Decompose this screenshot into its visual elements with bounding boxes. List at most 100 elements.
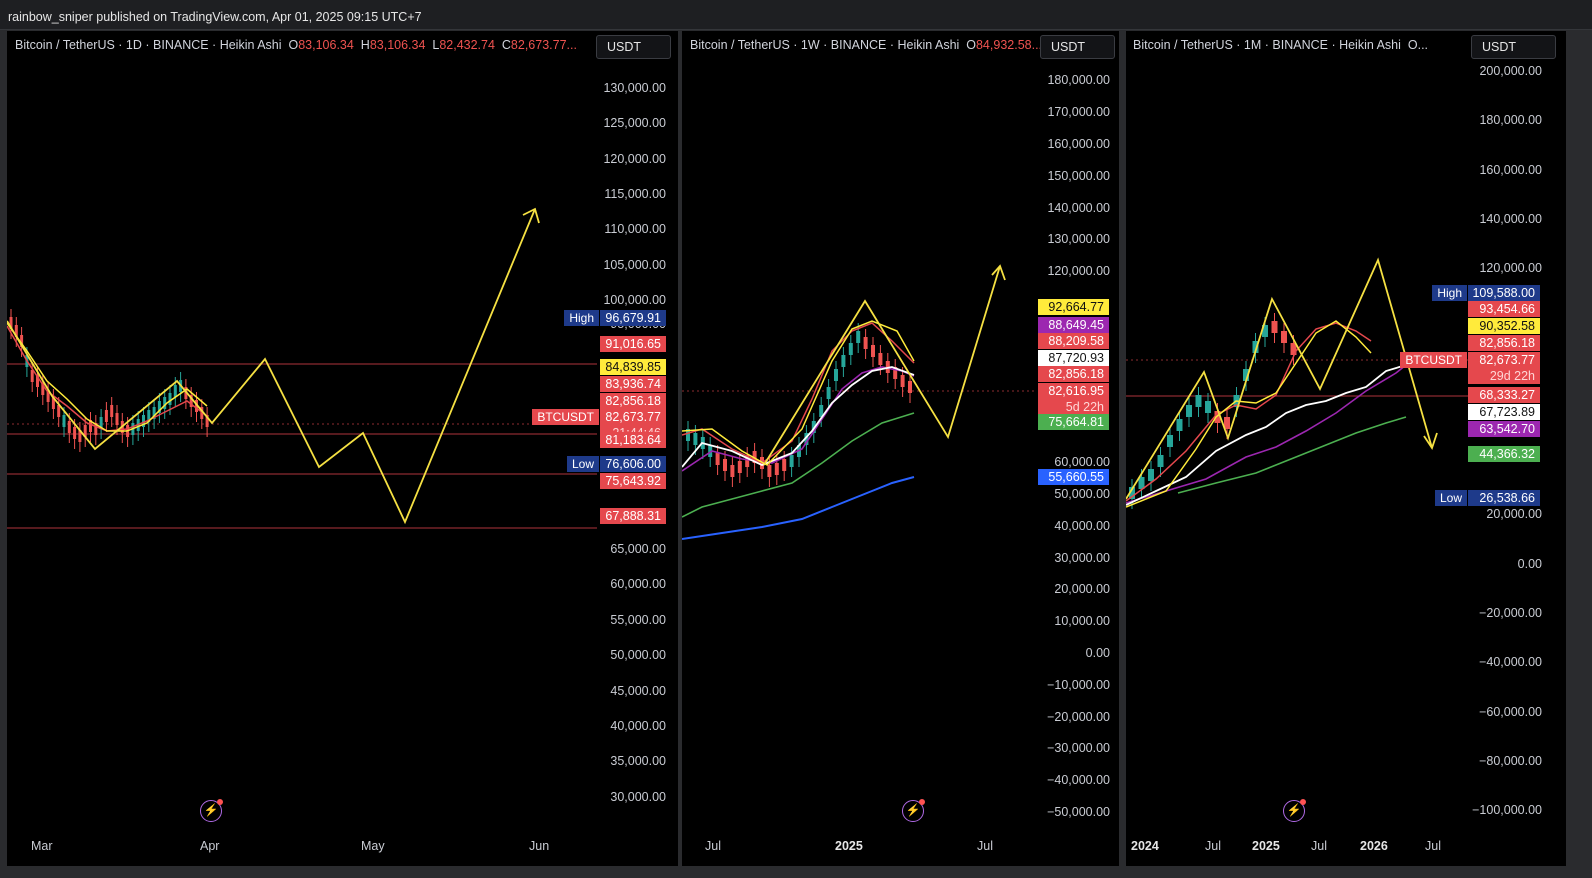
price-axis-label: 200,000.00 [1479,64,1542,78]
low-key: L [432,38,440,52]
lightning-icon[interactable]: ⚡ [902,799,925,822]
price-tag: 82,673.77 29d 22h [1468,352,1540,384]
price-tag-value: 82,673.77 [605,410,661,424]
high-key: H [360,38,370,52]
price-axis-label: 55,000.00 [610,613,666,627]
candle-body [1290,343,1297,355]
price-axis-label: −40,000.00 [1047,773,1110,787]
price-tag: 55,660.55 [1038,469,1109,485]
candle-body [1195,395,1202,407]
candle-body [774,463,779,475]
candle-body [863,337,868,349]
price-axis-label: 125,000.00 [603,116,666,130]
price-axis-label: 110,000.00 [604,222,666,236]
candle-body [782,459,787,471]
chart-pane-monthly[interactable]: Bitcoin / TetherUS · 1M · BINANCE · Heik… [1126,31,1566,866]
candle-body [189,395,193,407]
candle-body [1129,487,1135,499]
candle-body [1243,369,1249,381]
time-axis-label: Jul [705,839,721,853]
price-axis-label: 160,000.00 [1479,163,1542,177]
publish-header: rainbow_sniper published on TradingView.… [0,0,1592,30]
candle-body [819,405,824,417]
price-axis-label: 60,000.00 [1054,455,1110,469]
price-tag-label: Low [566,456,599,472]
close-value: 82,673.77... [510,38,577,52]
time-axis-label: 2024 [1131,839,1159,853]
lightning-icon[interactable]: ⚡ [1283,799,1306,822]
price-axis-label: 160,000.00 [1047,137,1110,151]
price-tag: 82,616.95 5d 22h [1038,383,1109,415]
currency-button[interactable]: USDT [1040,35,1115,59]
candle-body [30,370,34,382]
projection-arrowhead [1423,432,1438,451]
candle-body [163,397,167,409]
chart-pane-weekly[interactable]: Bitcoin / TetherUS · 1W · BINANCE · Heik… [682,31,1119,866]
candle-body [57,405,61,417]
price-axis-label: −40,000.00 [1479,655,1542,669]
moving-average-yellow [1126,320,1372,508]
price-axis-label: 0.00 [1085,646,1110,660]
price-axis-label: 50,000.00 [610,648,666,662]
time-axis-label: Mar [31,839,53,853]
projection-path [1126,257,1433,500]
price-tag: 75,664.81 [1038,414,1109,430]
price-tag-label: Low [1434,490,1467,506]
candle-body [1176,419,1183,431]
candle-body [1281,331,1287,343]
price-axis-label: 20,000.00 [1486,507,1542,521]
currency-button[interactable]: USDT [596,35,671,59]
price-axis-label: −60,000.00 [1479,705,1542,719]
candle-body [737,461,742,473]
daily-chart-canvas[interactable] [7,31,678,866]
candle-body [36,375,39,387]
candle-body [900,375,905,387]
price-axis-label: 100,000.00 [603,293,666,307]
time-axis-label: Jun [529,839,550,853]
time-axis-label: Jul [1425,839,1441,853]
price-axis-label: −10,000.00 [1047,678,1110,692]
candle-body [168,393,172,405]
price-tag-label: BTCUSDT [1400,352,1467,368]
price-axis-label: −50,000.00 [1047,805,1110,819]
chart-title: Bitcoin / TetherUS · 1D · BINANCE · Heik… [15,38,577,52]
price-tag: 88,649.45 [1038,317,1109,333]
weekly-chart-canvas[interactable] [682,31,1119,866]
candle-body [848,343,853,355]
chart-pane-daily[interactable]: Bitcoin / TetherUS · 1D · BINANCE · Heik… [7,31,678,866]
candle-body [1224,417,1230,429]
price-tag-label: High [564,310,599,326]
price-axis-label: 115,000.00 [604,187,666,201]
moving-average-yellow [7,322,208,432]
candle-body [41,383,45,395]
candle-body [78,430,82,442]
currency-button[interactable]: USDT [1471,35,1556,59]
price-tag: 93,454.66 [1468,301,1540,317]
candle-body [110,405,114,417]
price-tag: 82,856.18 [1468,335,1540,351]
price-axis-label: −80,000.00 [1479,754,1542,768]
candle-body [115,413,119,425]
candle-body [99,417,103,429]
price-tag: 88,209.58 [1038,333,1109,349]
price-axis-label: 40,000.00 [610,719,666,733]
candle-body [83,425,87,437]
price-tag: 67,723.89 [1468,404,1540,420]
price-axis-label: 140,000.00 [1479,212,1542,226]
candle-body [1138,477,1145,489]
candle-body [62,415,66,427]
moving-average-green [1177,416,1407,494]
time-axis-label: 2026 [1360,839,1388,853]
price-tag: 84,839.85 [600,359,666,375]
support-resistance-lines [7,363,597,529]
lightning-icon[interactable]: ⚡ [200,799,223,822]
candle-body [14,325,18,337]
candle-body [9,317,13,329]
price-axis-label: 180,000.00 [1479,113,1542,127]
price-tag: 91,016.65 [600,336,666,352]
price-axis-label: 30,000.00 [610,790,666,804]
price-axis-label: 30,000.00 [1054,551,1110,565]
candle-body [893,367,898,379]
price-axis-label: 0.00 [1517,557,1542,571]
chart-title: Bitcoin / TetherUS · 1W · BINANCE · Heik… [690,38,1042,52]
